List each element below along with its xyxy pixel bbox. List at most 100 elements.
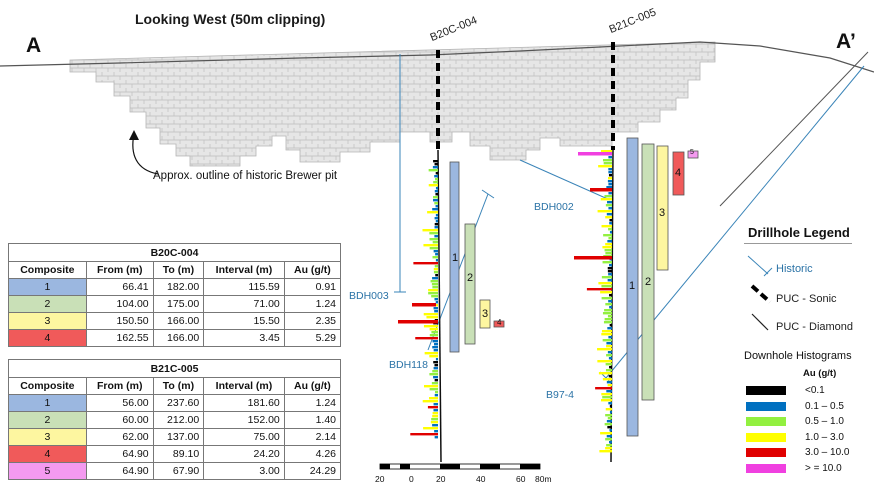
histogram-bar — [605, 447, 612, 450]
histogram-bar — [578, 152, 612, 156]
histogram-bar — [586, 288, 612, 291]
histogram-bar — [608, 336, 612, 339]
histogram-bar — [600, 432, 612, 435]
col-header-au: Au (g/t) — [283, 377, 342, 395]
histogram-bar — [597, 348, 612, 351]
from-cell: 162.55 — [85, 329, 154, 347]
histogram-bar — [432, 415, 438, 418]
histogram-bar — [432, 340, 438, 343]
histogram-bar — [410, 433, 438, 436]
histogram-bar — [608, 207, 612, 210]
histogram-bar — [609, 294, 612, 297]
histogram-bar — [413, 262, 438, 265]
histogram-bar — [433, 160, 438, 163]
histogram-bar — [604, 318, 612, 321]
histogram-bar — [607, 351, 612, 354]
histogram-bar — [607, 279, 612, 282]
from-cell: 104.00 — [85, 295, 154, 313]
from-cell: 150.50 — [85, 312, 154, 330]
histogram-bar — [428, 397, 438, 400]
histogram-bar — [608, 402, 612, 405]
histogram-bar — [434, 226, 438, 229]
au-cell: 4.26 — [283, 445, 342, 463]
histogram-bar — [398, 320, 438, 324]
histogram-bar — [431, 331, 438, 334]
col-header-to: To (m) — [152, 377, 205, 395]
table-row: 3 62.00 137.00 75.00 2.14 — [8, 428, 342, 446]
histogram-bar — [598, 282, 612, 285]
composite-num-b21c-3: 3 — [659, 207, 666, 219]
histogram-bar — [606, 345, 612, 348]
histogram-bar — [590, 188, 612, 192]
histogram-bar — [598, 372, 612, 375]
histogram-bar — [607, 384, 612, 387]
histogram-bar — [608, 174, 612, 177]
to-cell: 89.10 — [152, 445, 205, 463]
histogram-bar — [609, 231, 612, 234]
histogram-bar — [432, 346, 438, 349]
histogram-bar — [608, 192, 612, 195]
histogram-bar — [435, 193, 438, 196]
downhole-histogram-b21c-005 — [574, 150, 612, 453]
histogram-bar — [609, 324, 612, 327]
au-bin-swatch — [746, 448, 786, 457]
composite-num-b20c-2: 2 — [467, 272, 474, 284]
histogram-bar — [433, 196, 438, 199]
legend-diamond-label: PUC - Diamond — [776, 321, 854, 333]
histogram-bar — [606, 390, 612, 393]
histogram-bar — [605, 414, 612, 417]
histogram-bar — [427, 211, 438, 214]
table-caption: B20C-004 — [8, 243, 341, 262]
histogram-bar — [600, 150, 612, 153]
table-row: 5 64.90 67.90 3.00 24.29 — [8, 462, 342, 480]
table-caption: B21C-005 — [8, 359, 341, 378]
histogram-bar — [602, 261, 612, 264]
histogram-bar — [608, 357, 612, 360]
histogram-bar — [597, 210, 612, 213]
from-cell: 64.90 — [85, 445, 154, 463]
au-cell: 5.29 — [283, 329, 342, 347]
pit-note: Approx. outline of historic Brewer pit — [153, 170, 338, 182]
composite-table-b21c-005: B21C-005 Composite From (m) To (m) Inter… — [8, 359, 342, 480]
table-row: 3 150.50 166.00 15.50 2.35 — [8, 312, 342, 330]
histogram-legend-title: Downhole Histograms — [744, 350, 852, 362]
table-row: 1 66.41 182.00 115.59 0.91 — [8, 278, 342, 296]
histogram-bar — [428, 169, 438, 172]
au-bin-label: 0.5 – 1.0 — [805, 416, 844, 427]
histogram-bar — [599, 450, 612, 453]
to-cell: 166.00 — [152, 312, 205, 330]
histogram-bar — [432, 208, 438, 211]
section-end-a: A — [26, 34, 42, 57]
au-cell: 1.40 — [283, 411, 342, 429]
interval-cell: 152.00 — [203, 411, 285, 429]
histogram-bar — [433, 403, 438, 406]
to-cell: 175.00 — [152, 295, 205, 313]
au-bin-label: <0.1 — [805, 385, 825, 396]
histogram-bar — [606, 444, 612, 447]
histogram-bar — [608, 375, 612, 378]
composite-bar-b20c-2 — [464, 223, 476, 345]
legend-historic-label: Historic — [776, 263, 813, 275]
section-title: Looking West (50m clipping) — [135, 11, 326, 27]
composite-bar-b21c-2 — [641, 143, 655, 401]
histogram-bar — [574, 256, 612, 260]
histogram-bar — [431, 295, 438, 298]
from-cell: 62.00 — [85, 428, 154, 446]
histogram-bar — [423, 313, 438, 316]
scale-tick-label: 20 — [375, 474, 385, 484]
histogram-bar — [434, 298, 438, 301]
diamond-hole-trace — [719, 51, 869, 207]
histogram-bar — [429, 373, 438, 376]
downhole-histogram-b20c-004 — [398, 160, 438, 439]
histogram-bar — [428, 289, 438, 292]
histogram-bar — [424, 385, 438, 388]
col-header-au: Au (g/t) — [283, 261, 342, 279]
au-cell: 0.91 — [283, 278, 342, 296]
table-row: 2 60.00 212.00 152.00 1.40 — [8, 411, 342, 429]
histogram-bar — [606, 213, 612, 216]
histogram-bar — [597, 360, 612, 363]
histogram-bar — [432, 370, 438, 373]
histogram-bar — [608, 168, 612, 171]
histogram-bar — [607, 177, 612, 180]
